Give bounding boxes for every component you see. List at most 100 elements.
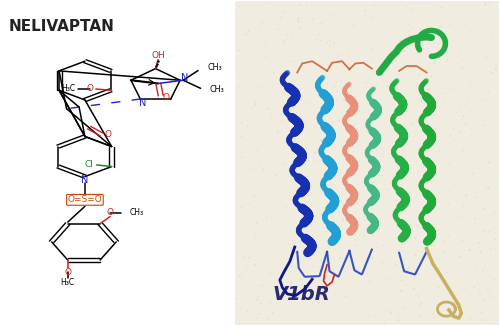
- Point: [242, 212, 250, 217]
- Point: [482, 185, 490, 190]
- Point: [482, 147, 490, 153]
- Point: [350, 167, 358, 172]
- Point: [366, 314, 374, 319]
- Point: [410, 286, 418, 291]
- Point: [413, 248, 421, 253]
- Text: O: O: [86, 84, 94, 94]
- Point: [416, 97, 424, 102]
- Point: [344, 134, 352, 139]
- Point: [291, 194, 299, 199]
- Point: [399, 305, 407, 310]
- Point: [252, 235, 260, 241]
- Text: N: N: [181, 73, 188, 83]
- Point: [301, 148, 309, 154]
- Point: [364, 128, 372, 133]
- Point: [269, 310, 277, 315]
- Point: [308, 202, 316, 207]
- Point: [299, 147, 307, 152]
- Point: [356, 261, 364, 267]
- Point: [242, 280, 250, 285]
- Point: [436, 148, 444, 154]
- Point: [462, 298, 470, 303]
- Point: [308, 264, 316, 269]
- Bar: [235, 1, 498, 325]
- Point: [342, 249, 349, 255]
- Point: [382, 83, 390, 89]
- Point: [305, 268, 313, 273]
- Point: [276, 256, 283, 261]
- Point: [345, 61, 353, 67]
- Point: [258, 262, 266, 267]
- Point: [460, 204, 468, 210]
- Point: [262, 54, 270, 59]
- Point: [250, 198, 258, 203]
- Point: [312, 302, 320, 307]
- Point: [440, 238, 448, 244]
- Point: [305, 26, 313, 32]
- Point: [467, 109, 475, 114]
- Point: [391, 185, 399, 190]
- Point: [422, 21, 430, 26]
- Point: [276, 33, 284, 38]
- Point: [444, 19, 452, 24]
- Point: [251, 100, 259, 105]
- Point: [295, 65, 303, 70]
- Point: [391, 210, 399, 215]
- Point: [368, 195, 376, 200]
- Point: [370, 3, 378, 8]
- Point: [471, 194, 479, 199]
- Point: [402, 4, 410, 9]
- Point: [482, 17, 490, 22]
- Point: [294, 33, 302, 38]
- Point: [414, 170, 422, 175]
- Point: [318, 21, 326, 26]
- Point: [272, 75, 280, 81]
- Point: [478, 132, 486, 138]
- Point: [306, 247, 314, 252]
- Point: [402, 304, 410, 309]
- Point: [280, 38, 288, 44]
- Point: [436, 39, 444, 44]
- Point: [398, 124, 406, 129]
- Point: [400, 198, 408, 203]
- Point: [333, 207, 341, 212]
- Point: [238, 272, 246, 277]
- Point: [442, 270, 450, 275]
- Point: [396, 129, 404, 134]
- Point: [268, 254, 276, 259]
- Point: [392, 262, 400, 268]
- Point: [236, 19, 244, 24]
- Point: [382, 309, 390, 315]
- Point: [327, 180, 335, 185]
- Point: [304, 120, 312, 126]
- Point: [418, 189, 426, 195]
- Text: OH: OH: [151, 51, 165, 60]
- Point: [306, 245, 314, 250]
- Point: [290, 59, 298, 64]
- Point: [406, 34, 413, 39]
- Point: [487, 200, 495, 205]
- Point: [482, 3, 490, 8]
- Point: [406, 23, 414, 28]
- Point: [366, 281, 374, 286]
- Point: [356, 284, 364, 289]
- Point: [484, 172, 492, 178]
- Point: [274, 136, 281, 141]
- Point: [368, 47, 376, 52]
- Point: [250, 312, 258, 317]
- Point: [438, 203, 446, 208]
- Point: [456, 316, 464, 321]
- Point: [246, 201, 254, 207]
- Point: [478, 89, 486, 95]
- Point: [338, 79, 345, 84]
- Point: [232, 296, 240, 301]
- Point: [280, 156, 288, 161]
- Point: [256, 289, 264, 294]
- Text: V1bR: V1bR: [272, 285, 330, 304]
- Point: [235, 4, 243, 9]
- Point: [436, 131, 444, 137]
- Point: [296, 25, 304, 30]
- Point: [482, 55, 490, 61]
- Point: [258, 20, 266, 25]
- Point: [399, 134, 407, 139]
